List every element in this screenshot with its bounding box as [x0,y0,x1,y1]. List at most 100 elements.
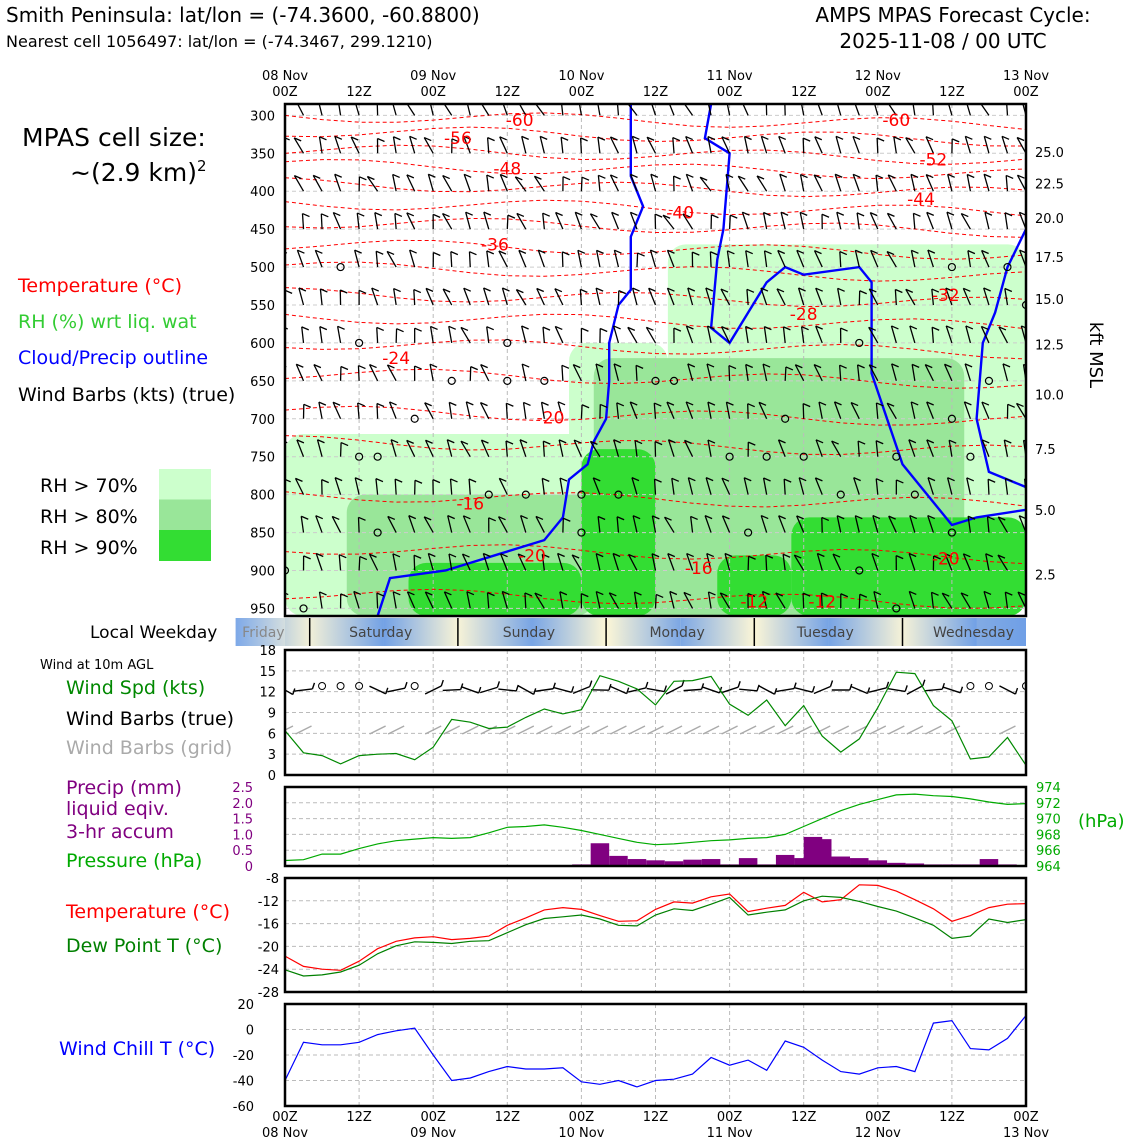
wind-barb [536,288,545,306]
wind-barb-flag [301,326,309,331]
wind-tick-label: 6 [268,727,276,742]
wind-barb-flag [334,173,342,178]
wind-barb-flag [965,325,974,330]
wind-barb [406,104,416,116]
wind-barb [758,402,768,420]
wind-barb-flag [634,591,642,596]
precip-legend-item: liquid eqiv. [66,798,169,820]
wind-barb [909,515,916,533]
wind-barb [836,212,842,230]
wind-barb-true-flag [404,681,408,689]
wind-barb-flag [429,363,438,368]
wind-barb [541,554,545,571]
wind-barb-grid [739,725,757,735]
wind-barb-flag [377,137,385,143]
wind-barb-flag [294,175,302,180]
legend-item: Cloud/Precip outline [18,347,208,369]
wind-barb-flag [926,439,935,444]
wind-barb-flag [317,439,325,444]
wind-barb-flag [448,325,457,330]
temperature-contour-label: -24 [382,349,410,369]
wind-barb [413,289,416,306]
wind-barb-flag [394,212,403,218]
wind-barb [905,289,916,306]
wind-barb-flag [598,174,606,179]
wind-barb [653,403,657,419]
wind-barb-true [387,687,406,693]
wind-barb-flag [966,173,975,179]
wind-barb-flag [646,136,655,141]
bottom-date-label: 13 Nov [1003,1126,1049,1140]
wind-barb [632,515,638,533]
pressure-tick-label: 950 [250,602,275,617]
wind-barb [424,402,434,420]
wind-barb-grid [906,725,924,735]
wind-barb [522,402,527,419]
wind-barb-true [646,687,665,693]
wind-barb [446,439,453,457]
wind-barb-flag [635,364,644,369]
wind-barb [627,104,638,116]
top-date-label: 12 Nov [855,69,901,84]
wind-barb [579,137,583,154]
wind-barb-true [285,689,294,696]
wind-tick-label: 12 [259,686,276,701]
wind-barb [429,364,434,381]
wind-barb [357,365,360,381]
wind-barb-flag [390,439,399,444]
wind-barb [480,439,490,457]
wind-barb-flag [692,251,700,256]
wind-barb-flag [960,592,969,597]
wind-barb-flag [580,288,588,294]
wind-barb-flag [840,593,849,598]
wind-barb-grid [665,725,683,735]
wind-barb [832,553,842,571]
wind-barb-true-flag [385,687,389,695]
wind-barb [910,174,916,192]
cell-size-label: MPAS cell size: [22,123,206,152]
wind-barb [331,516,342,533]
wind-barb-flag [396,328,404,333]
wind-barb [301,326,305,344]
wind-barb-flag [672,136,681,142]
wind-barb [813,174,823,192]
wind-barb [705,287,712,306]
wind-barb [981,250,990,268]
wind-barb [875,175,879,192]
wind-barb [780,212,786,230]
wind-barb-flag [944,553,953,558]
wind-barb-true-flag [663,685,668,692]
wind-barb-grid [943,725,961,735]
wind-barb-flag [886,250,895,256]
wind-barb-flag [688,477,696,482]
bottom-hour-label: 12Z [791,1110,817,1125]
wind-barb-grid [925,725,942,735]
wind-barb [709,251,712,268]
wind-barb-flag [927,514,936,520]
wind-barb-flag [984,211,993,216]
wind-barb [463,174,471,192]
wind-barb-grid [554,725,572,735]
wind-barb-flag [1023,363,1026,367]
wind-barb [667,553,675,571]
wind-barb-true-flag [811,685,816,693]
wind-barb-flag [699,176,708,181]
wind-barb [542,213,545,230]
wind-barb [519,439,527,457]
wind-barb [332,212,342,230]
wind-barb [852,174,860,192]
wind-barb-flag [506,402,514,407]
wind-barb [357,402,360,419]
wind-barb [449,478,453,495]
wind-barb-flag [778,439,786,444]
pressure-axis-label: (hPa) [1078,811,1125,832]
wind-barb-flag [985,553,993,558]
temperature-contour [285,217,1026,238]
wind-barb-flag [597,136,606,141]
wind-barb-flag [778,135,786,141]
wind-barb [690,516,694,533]
wind-barb [427,174,434,192]
wind-barb [980,104,990,116]
calm-wind-marker [781,414,790,423]
wind-barb-true [424,685,442,695]
